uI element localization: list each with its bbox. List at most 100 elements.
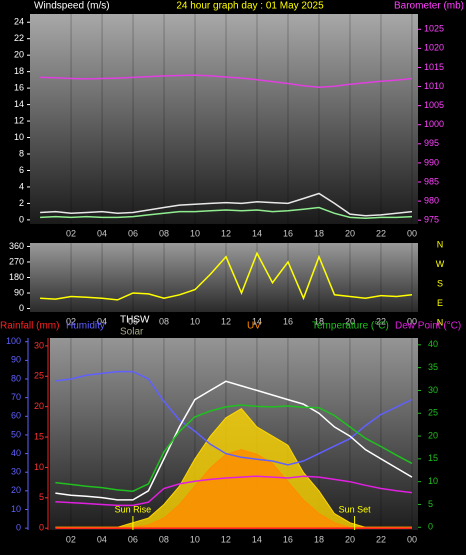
- x-tick-label: 04: [97, 316, 107, 326]
- x-tick-label: 02: [66, 316, 76, 326]
- x-tick-label: 06: [128, 534, 138, 544]
- x-tick-label: 22: [376, 316, 386, 326]
- y2-tick-label: 980: [424, 195, 439, 205]
- legend-label: Dew Point (°C): [395, 321, 461, 332]
- y2-tick-label: 1015: [424, 62, 444, 72]
- x-tick-label: 02: [66, 228, 76, 238]
- x-tick-label: 16: [283, 316, 293, 326]
- y3-tick-label: 30: [34, 340, 44, 350]
- direction-label: N: [437, 239, 444, 249]
- y-tick-label: 270: [9, 256, 24, 266]
- y2-tick-label: 5: [428, 499, 433, 509]
- y2-tick-label: 20: [428, 430, 438, 440]
- y3-tick-label: 10: [34, 462, 44, 472]
- x-tick-label: 12: [221, 228, 231, 238]
- x-tick-label: 14: [252, 534, 262, 544]
- y-tick-label: 70: [11, 392, 21, 402]
- y-tick-label: 8: [19, 148, 24, 158]
- y-tick-label: 22: [14, 33, 24, 43]
- y2-tick-label: 975: [424, 215, 439, 225]
- y-tick-label: 60: [11, 411, 21, 421]
- y2-tick-label: 0: [428, 522, 433, 532]
- x-tick-label: 18: [314, 228, 324, 238]
- y2-tick-label: 1025: [424, 24, 444, 34]
- x-tick-label: 14: [252, 228, 262, 238]
- y-tick-label: 10: [11, 504, 21, 514]
- y2-tick-label: 990: [424, 157, 439, 167]
- chart-title: 24 hour graph day : 01 May 2025: [176, 1, 324, 12]
- y-tick-label: 4: [19, 181, 24, 191]
- y2-axis-label: Barometer (mb): [394, 1, 464, 12]
- y2-tick-label: 995: [424, 138, 439, 148]
- y-tick-label: 18: [14, 66, 24, 76]
- legend-label: Solar: [120, 327, 144, 338]
- x-tick-label: 06: [128, 316, 138, 326]
- y2-tick-label: 1010: [424, 81, 444, 91]
- y-tick-label: 6: [19, 165, 24, 175]
- x-tick-label: 18: [314, 534, 324, 544]
- y2-tick-label: 25: [428, 408, 438, 418]
- direction-label: W: [436, 259, 445, 269]
- y3-tick-label: 15: [34, 431, 44, 441]
- y-tick-label: 90: [11, 355, 21, 365]
- y-tick-label: 80: [11, 373, 21, 383]
- series-line: [40, 74, 413, 89]
- x-tick-label: 00: [407, 316, 417, 326]
- legend-label: UV: [247, 321, 261, 332]
- x-tick-label: 08: [159, 534, 169, 544]
- x-tick-label: 16: [283, 534, 293, 544]
- x-tick-label: 12: [221, 534, 231, 544]
- y-tick-label: 10: [14, 132, 24, 142]
- y-tick-label: 40: [11, 448, 21, 458]
- x-tick-label: 04: [97, 228, 107, 238]
- y2-tick-label: 1020: [424, 43, 444, 53]
- y-tick-label: 24: [14, 17, 24, 27]
- x-tick-label: 18: [314, 316, 324, 326]
- x-tick-label: 10: [190, 228, 200, 238]
- x-tick-label: 12: [221, 316, 231, 326]
- legend-label: THSW: [120, 315, 150, 326]
- y-tick-label: 12: [14, 115, 24, 125]
- x-tick-label: 02: [66, 534, 76, 544]
- x-tick-label: 00: [407, 534, 417, 544]
- series-area: [55, 449, 412, 528]
- x-tick-label: 22: [376, 228, 386, 238]
- annotation: Sun Set: [339, 504, 372, 514]
- y-tick-label: 0: [19, 303, 24, 313]
- x-tick-label: 20: [345, 228, 355, 238]
- y-tick-label: 0: [16, 523, 21, 533]
- y-tick-label: 0: [19, 214, 24, 224]
- x-tick-label: 10: [190, 316, 200, 326]
- y-axis-label: Windspeed (m/s): [34, 1, 110, 12]
- y3-tick-label: 20: [34, 401, 44, 411]
- y-tick-label: 20: [11, 485, 21, 495]
- x-tick-label: 22: [376, 534, 386, 544]
- x-tick-label: 20: [345, 534, 355, 544]
- legend-label: Rainfall (mm): [0, 321, 59, 332]
- x-tick-label: 08: [159, 228, 169, 238]
- y3-tick-label: 25: [34, 371, 44, 381]
- legend-label: Humidity: [66, 321, 105, 332]
- direction-label: E: [437, 298, 443, 308]
- y2-tick-label: 985: [424, 176, 439, 186]
- series-line: [55, 404, 413, 492]
- y2-tick-label: 1000: [424, 119, 444, 129]
- direction-label: S: [437, 278, 443, 288]
- y2-tick-label: 30: [428, 385, 438, 395]
- y-tick-label: 90: [14, 287, 24, 297]
- x-tick-label: 08: [159, 316, 169, 326]
- series-line: [40, 206, 413, 219]
- y-tick-label: 100: [6, 336, 21, 346]
- series-line: [40, 251, 413, 301]
- legend-label: Temperature (°C): [312, 321, 389, 332]
- panel-wind: [30, 14, 418, 224]
- y2-tick-label: 35: [428, 362, 438, 372]
- y2-tick-label: 40: [428, 339, 438, 349]
- y-tick-label: 50: [11, 429, 21, 439]
- annotation: Sun Rise: [115, 504, 152, 514]
- y2-tick-label: 1005: [424, 100, 444, 110]
- x-tick-label: 20: [345, 316, 355, 326]
- x-tick-label: 00: [407, 228, 417, 238]
- y-tick-label: 14: [14, 99, 24, 109]
